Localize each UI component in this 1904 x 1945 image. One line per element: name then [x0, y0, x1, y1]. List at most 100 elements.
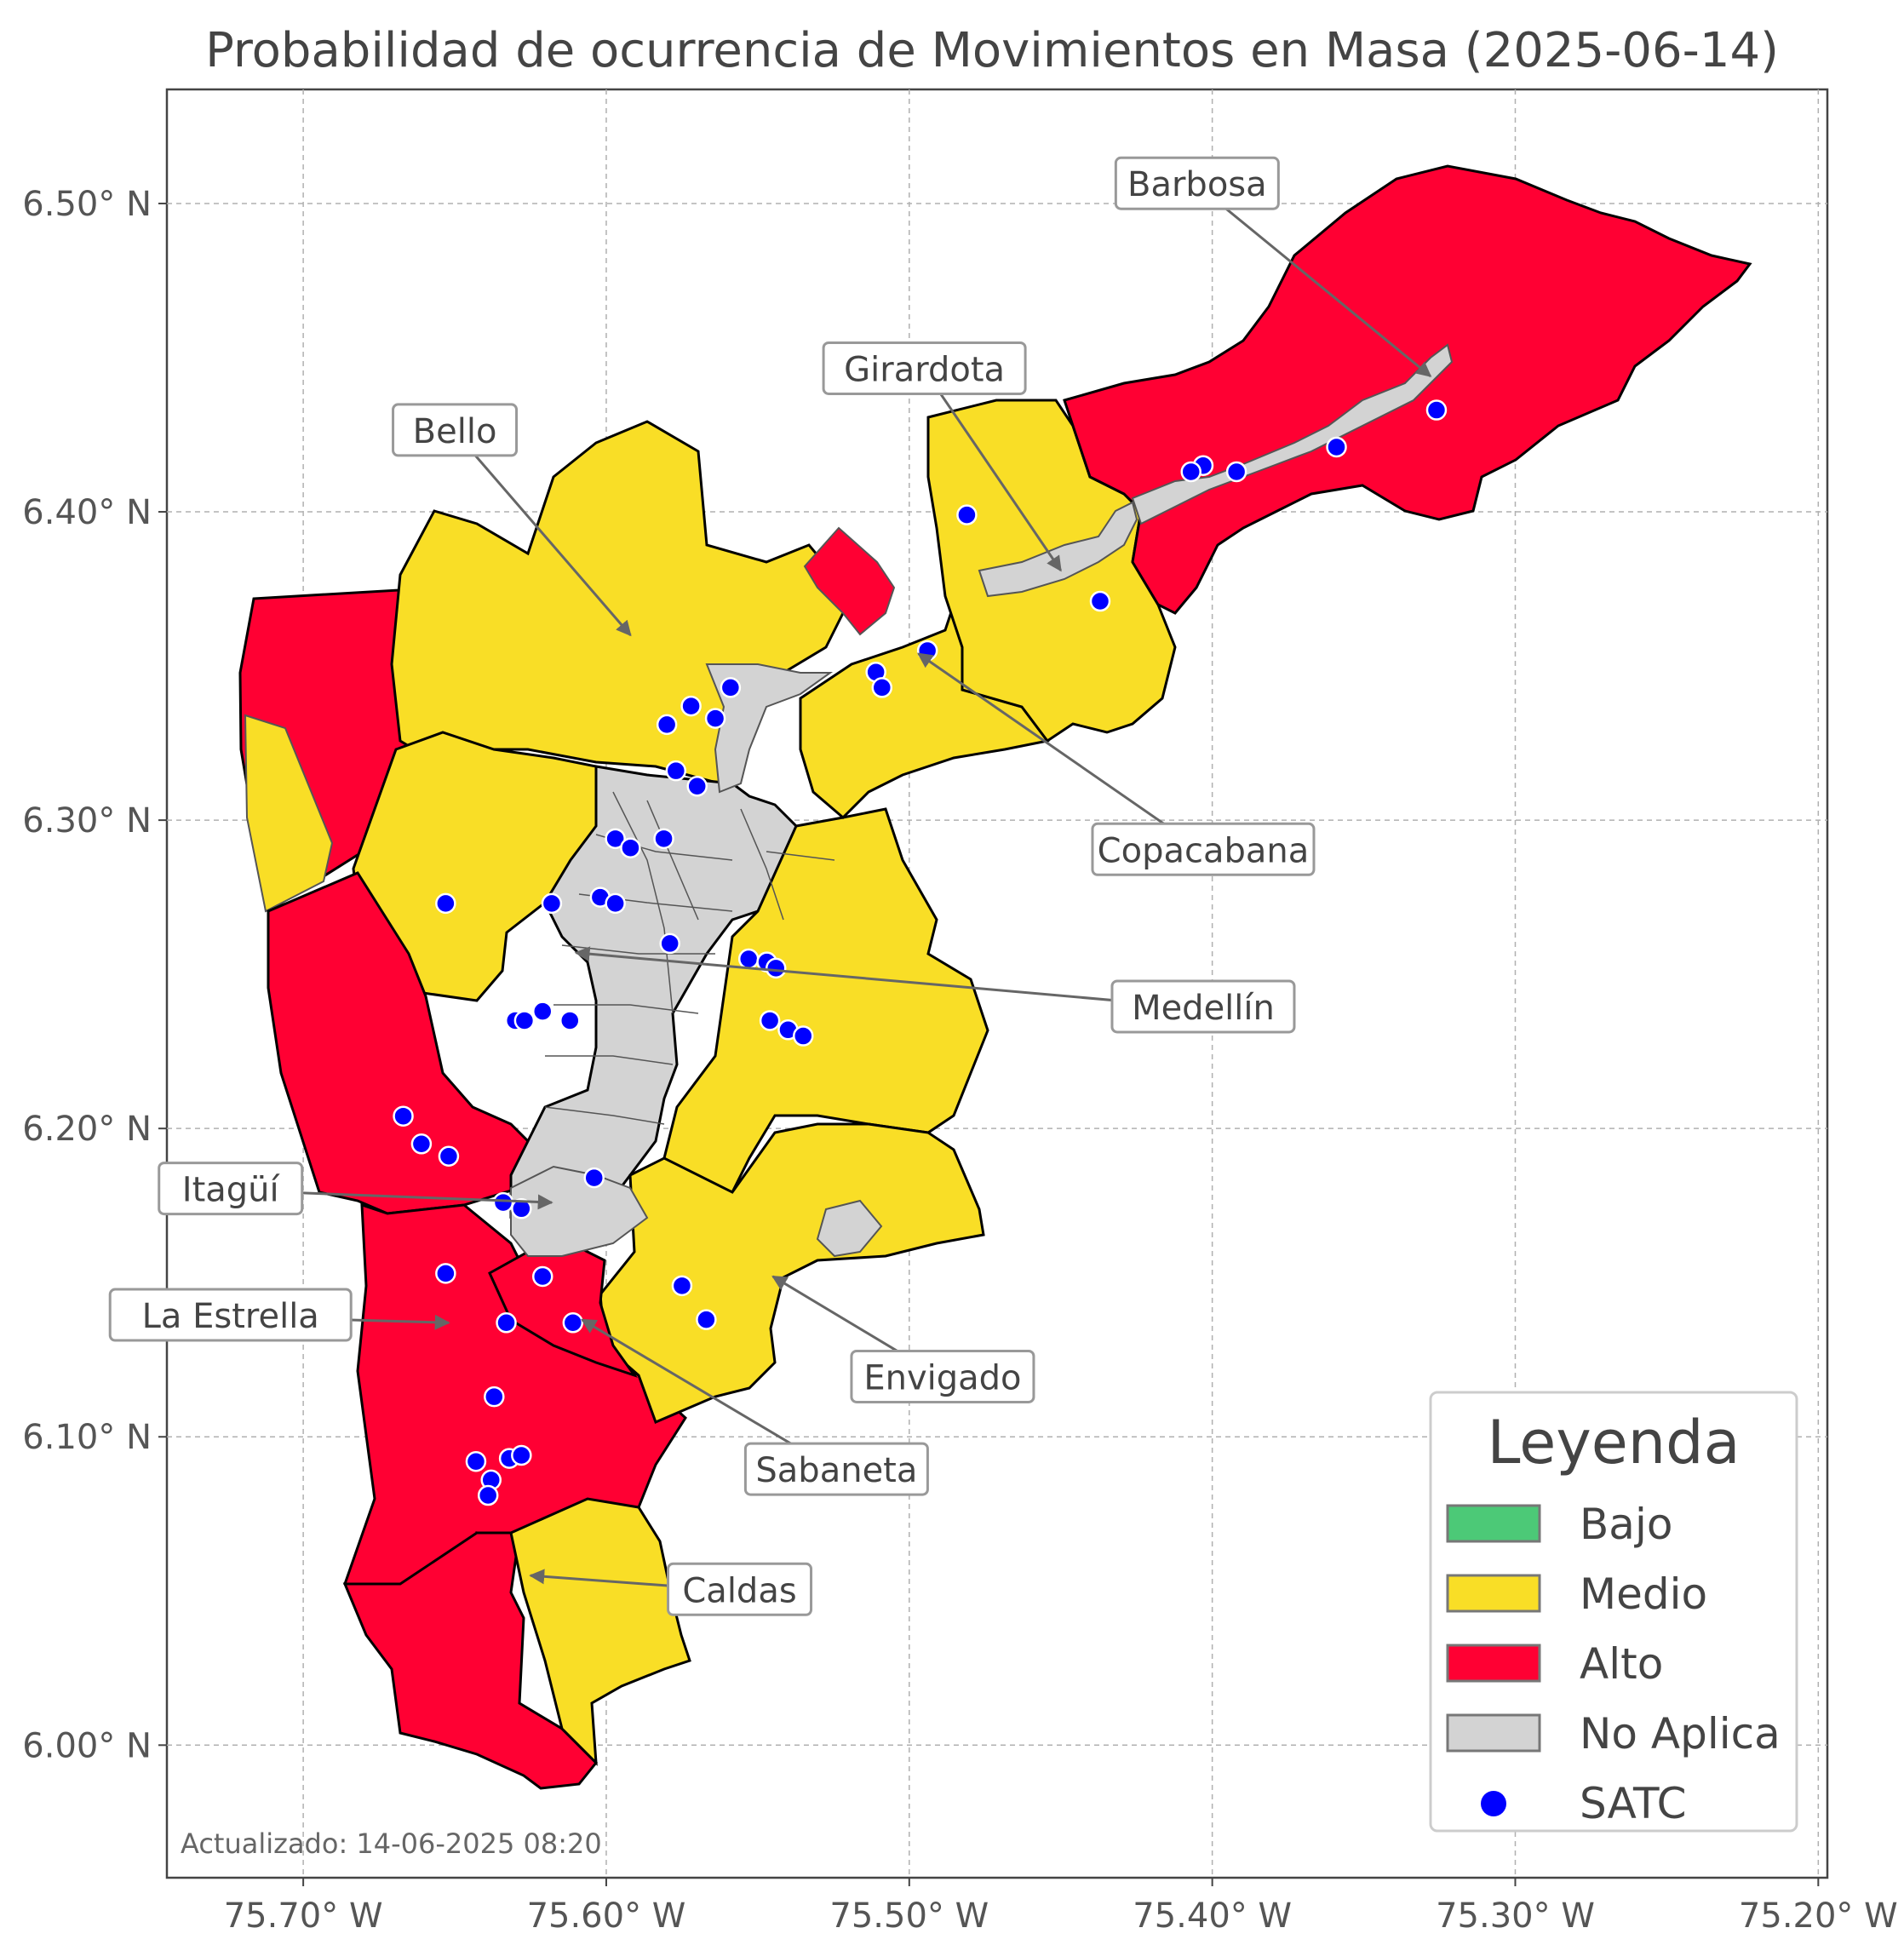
updated-timestamp: Actualizado: 14-06-2025 08:20 — [181, 1827, 602, 1860]
satc-station-marker — [696, 1309, 717, 1330]
x-tick-label: 75.50° W — [829, 1896, 989, 1936]
satc-station-marker — [559, 1010, 581, 1031]
satc-station-marker — [656, 714, 678, 736]
satc-station-marker — [759, 1010, 781, 1031]
satc-station-marker — [438, 1145, 460, 1168]
callout-label: La Estrella — [142, 1297, 319, 1336]
satc-station-marker — [704, 708, 726, 729]
satc-station-marker — [393, 1105, 414, 1127]
legend-label: Alto — [1580, 1639, 1663, 1689]
satc-station-marker — [465, 1450, 487, 1472]
satc-station-marker — [659, 932, 680, 955]
callout-box — [850, 1349, 1035, 1403]
satc-station-marker — [686, 776, 708, 797]
satc-station-marker — [605, 892, 626, 915]
callout-arrow — [453, 430, 632, 637]
satc-station-marker — [1180, 461, 1201, 483]
satc-station-marker — [513, 1010, 536, 1031]
legend-label: Bajo — [1580, 1500, 1672, 1549]
satc-station-marker — [531, 1001, 553, 1022]
satc-station-marker — [620, 837, 641, 858]
legend-swatch — [1446, 1504, 1541, 1543]
callout-box — [158, 1162, 304, 1216]
satc-station-marker — [492, 1191, 514, 1213]
region-envigado-valley — [816, 1199, 883, 1258]
callout-box — [1091, 822, 1316, 876]
satc-station-marker — [477, 1484, 499, 1506]
callout-label: Medellín — [1132, 989, 1275, 1028]
region-envigado — [599, 1122, 985, 1425]
y-tick-label: 6.20° N — [22, 1110, 152, 1149]
map-title: Probabilidad de ocurrencia de Movimiento… — [205, 23, 1779, 78]
y-axis-ticks: 6.50° N 6.40° N 6.30° N 6.20° N 6.10° N 6.00°… — [22, 185, 167, 1765]
satc-station-marker — [1225, 461, 1247, 483]
callout-label: Copacabana — [1098, 831, 1310, 870]
satc-station-marker — [605, 828, 626, 850]
y-tick-label: 6.00° N — [22, 1726, 152, 1765]
satc-station-marker — [793, 1025, 814, 1047]
callout-arrow — [574, 946, 1204, 1010]
callout-box — [392, 403, 519, 457]
callout-box — [822, 341, 1027, 395]
callout-barbosa: Barbosa — [1114, 156, 1432, 377]
legend-item-medio: Medio — [1446, 1569, 1707, 1619]
satc-station-marker — [653, 828, 674, 850]
callout-label: Itagüí — [182, 1171, 281, 1210]
region-medellin-east — [662, 807, 989, 1194]
y-tick-label: 6.30° N — [22, 801, 152, 841]
x-axis-ticks: 75.70° W 75.60° W 75.50° W 75.40° W 75.30° W… — [224, 1878, 1898, 1936]
x-tick-label: 75.70° W — [224, 1896, 383, 1936]
callout-medellín: Medellín — [574, 946, 1296, 1034]
satc-station-marker — [511, 1198, 532, 1219]
callout-label: Caldas — [682, 1571, 796, 1610]
legend-item-no-aplica: No Aplica — [1446, 1709, 1781, 1759]
satc-station-marker — [583, 1167, 605, 1189]
x-tick-label: 75.40° W — [1133, 1896, 1292, 1936]
region-barbosa-valley — [1131, 343, 1454, 525]
satc-station-marker — [410, 1133, 433, 1155]
satc-station-marker — [765, 957, 787, 979]
callout-box — [1114, 156, 1280, 210]
satc-station-marker — [680, 695, 702, 717]
satc-station-marker — [531, 1265, 553, 1288]
callout-label: Barbosa — [1127, 165, 1267, 204]
satc-station-marker — [956, 504, 978, 525]
risk-regions — [238, 164, 1752, 1790]
satc-station-marker — [541, 892, 563, 915]
satc-station-marker — [435, 892, 456, 915]
callout-envigado: Envigado — [771, 1275, 1035, 1403]
legend-label: No Aplica — [1580, 1709, 1781, 1759]
legend-item-bajo: Bajo — [1446, 1500, 1672, 1549]
y-tick-label: 6.40° N — [22, 493, 152, 532]
satc-station-marker — [562, 1312, 584, 1334]
callout-sabaneta: Sabaneta — [580, 1318, 929, 1496]
callout-box — [667, 1562, 813, 1616]
legend: Leyenda Bajo Medio Alto No Aplica SATC — [1429, 1391, 1798, 1833]
callout-box — [743, 1442, 929, 1496]
legend-item-satc: SATC — [1481, 1779, 1687, 1828]
callout-label: Bello — [413, 412, 497, 451]
x-tick-label: 75.20° W — [1739, 1896, 1898, 1936]
callout-girardota: Girardota — [822, 341, 1062, 572]
y-tick-label: 6.50° N — [22, 185, 152, 224]
x-tick-label: 75.60° W — [527, 1896, 686, 1936]
callout-label: Envigado — [863, 1358, 1021, 1397]
legend-label: Medio — [1580, 1569, 1707, 1619]
satc-station-marker — [435, 1263, 456, 1284]
x-tick-label: 75.30° W — [1436, 1896, 1595, 1936]
legend-items: Bajo Medio Alto No Aplica SATC — [1446, 1500, 1781, 1828]
callout-label: Sabaneta — [755, 1451, 917, 1490]
callout-copacabana: Copacabana — [917, 652, 1316, 876]
callout-bello: Bello — [392, 403, 632, 637]
callout-arrow — [923, 369, 1062, 572]
satc-station-marker — [737, 948, 760, 970]
callout-label: Girardota — [844, 350, 1005, 389]
region-girardota-valley — [978, 501, 1138, 598]
callout-arrow — [1196, 184, 1432, 377]
satc-station-marker — [871, 677, 893, 698]
callout-itagüí: Itagüí — [158, 1162, 553, 1216]
satc-station-marker — [1425, 399, 1448, 421]
satc-station-marker — [496, 1312, 517, 1334]
y-tick-label: 6.10° N — [22, 1418, 152, 1457]
